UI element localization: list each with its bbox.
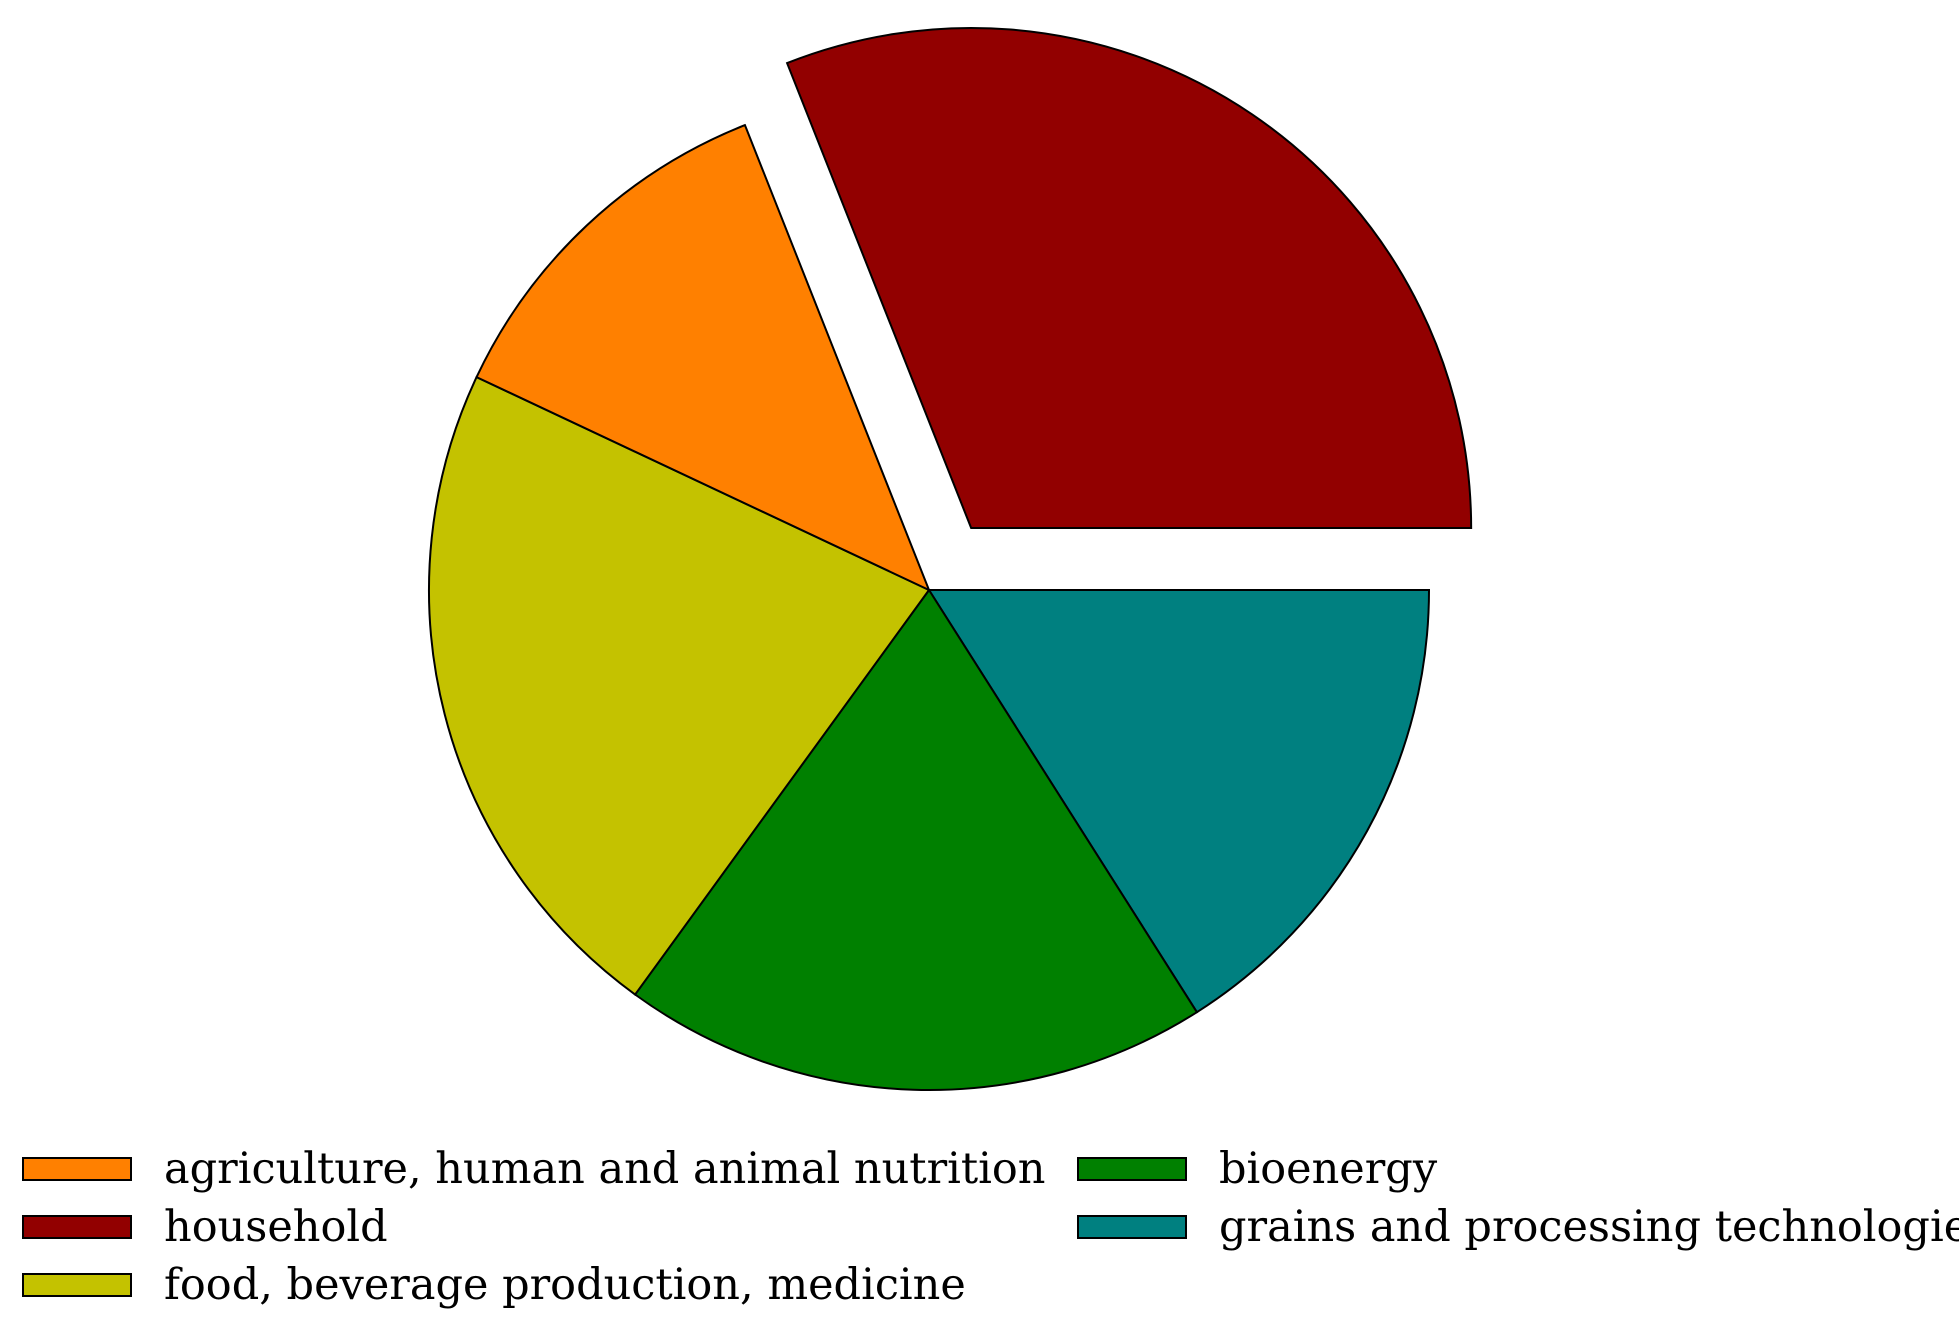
chart-legend: agriculture, human and animal nutrition … bbox=[22, 1140, 1959, 1330]
legend-swatch-household bbox=[22, 1215, 132, 1239]
legend-item-bioenergy: bioenergy bbox=[1077, 1140, 1957, 1198]
legend-item-grains: grains and processing technologies bbox=[1077, 1198, 1959, 1256]
legend-item-household: household bbox=[22, 1198, 1077, 1256]
legend-label-bioenergy: bioenergy bbox=[1219, 1144, 1438, 1194]
legend-item-food: food, beverage production, medicine bbox=[22, 1256, 1077, 1314]
pie-slice-household bbox=[785, 26, 1473, 529]
legend-item-agriculture: agriculture, human and animal nutrition bbox=[22, 1140, 1077, 1198]
pie-slice-agriculture bbox=[475, 123, 931, 592]
pie-slices bbox=[428, 26, 1473, 1091]
legend-label-agriculture: agriculture, human and animal nutrition bbox=[164, 1144, 1046, 1194]
legend-label-food: food, beverage production, medicine bbox=[164, 1260, 966, 1310]
legend-swatch-food bbox=[22, 1273, 132, 1297]
pie-slice-bioenergy bbox=[633, 588, 1199, 1091]
pie-slice-grains bbox=[927, 589, 1431, 1014]
legend-swatch-grains bbox=[1077, 1215, 1187, 1239]
legend-label-household: household bbox=[164, 1202, 388, 1252]
legend-swatch-bioenergy bbox=[1077, 1157, 1187, 1181]
legend-swatch-agriculture bbox=[22, 1157, 132, 1181]
legend-label-grains: grains and processing technologies bbox=[1219, 1202, 1959, 1252]
